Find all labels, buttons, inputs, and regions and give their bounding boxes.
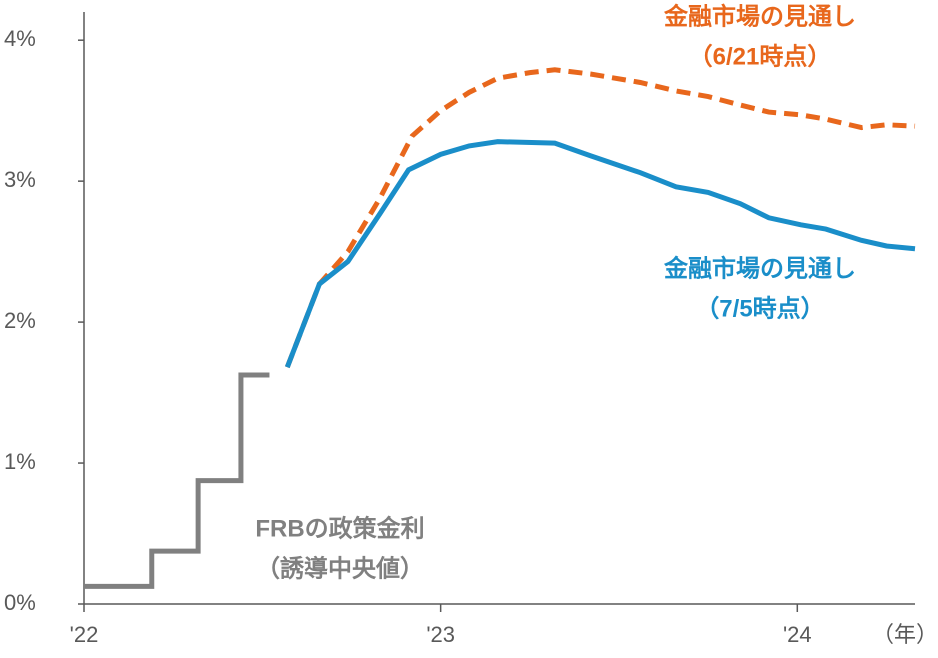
series-label: FRBの政策金利 — [255, 514, 424, 542]
series-label: 金融市場の見通し — [663, 2, 856, 30]
series-line — [84, 372, 270, 589]
x-tick-label: '24 — [783, 622, 812, 647]
series-label: 金融市場の見通し — [663, 254, 856, 282]
y-tick-label: 3% — [4, 167, 36, 192]
y-tick-label: 0% — [4, 590, 36, 615]
series-label: （7/5時点） — [695, 295, 824, 322]
y-tick-label: 2% — [4, 308, 36, 333]
x-tick-label: '23 — [426, 622, 455, 647]
x-unit: （年） — [872, 622, 938, 647]
y-tick-label: 1% — [4, 449, 36, 474]
series-label: （誘導中央値） — [256, 554, 424, 582]
series-label: （6/21時点） — [689, 43, 832, 70]
series-line — [284, 139, 916, 369]
y-tick-label: 4% — [4, 26, 36, 51]
x-tick-label: '22 — [70, 622, 99, 647]
series-line — [284, 67, 916, 369]
